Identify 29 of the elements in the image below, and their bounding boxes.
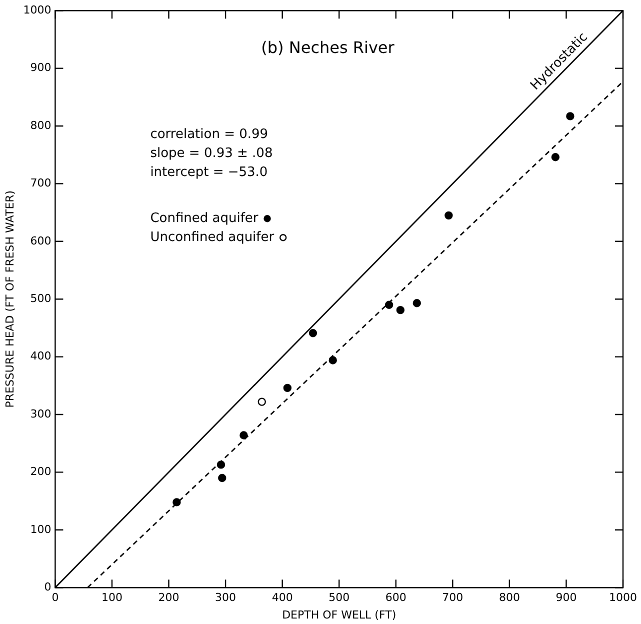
x-tick-label: 700: [442, 591, 464, 604]
x-tick-label: 600: [385, 591, 406, 604]
y-tick-label: 800: [30, 118, 52, 132]
x-axis-title: DEPTH OF WELL (FT): [282, 608, 396, 622]
x-tick-label: 300: [215, 591, 236, 604]
annotation: slope = 0.93 ± .08: [150, 146, 273, 161]
text: (b) Neches River: [261, 38, 395, 57]
x-tick-label: 500: [328, 591, 350, 604]
x-tick-label: 800: [498, 591, 520, 604]
x-tick-label: 400: [272, 591, 293, 604]
y-tick-label: 200: [30, 465, 52, 478]
y-tick-label: 700: [30, 176, 52, 190]
y-tick-label: 1000: [23, 3, 52, 16]
y-tick-label: 400: [30, 350, 52, 363]
legend-label: Confined aquifer: [150, 210, 259, 226]
x-tick-label: 900: [556, 591, 577, 604]
legend-label: Unconfined aquifer: [150, 230, 275, 245]
y-tick-label: 500: [30, 292, 52, 305]
y-tick-label: 600: [30, 234, 52, 248]
y-tick-label: 100: [30, 522, 52, 536]
annotation: correlation = 0.99: [150, 126, 268, 142]
annotation: intercept = −53.0: [150, 164, 268, 180]
x-tick-label: 100: [101, 591, 122, 604]
x-tick-label: 1000: [609, 591, 638, 604]
y-tick-label: 0: [44, 580, 52, 594]
y-axis-title: PRESSURE HEAD (FT OF FRESH WATER): [3, 190, 16, 408]
y-tick-label: 300: [30, 407, 52, 420]
y-tick-label: 900: [30, 61, 52, 74]
x-tick-label: 200: [158, 591, 180, 604]
